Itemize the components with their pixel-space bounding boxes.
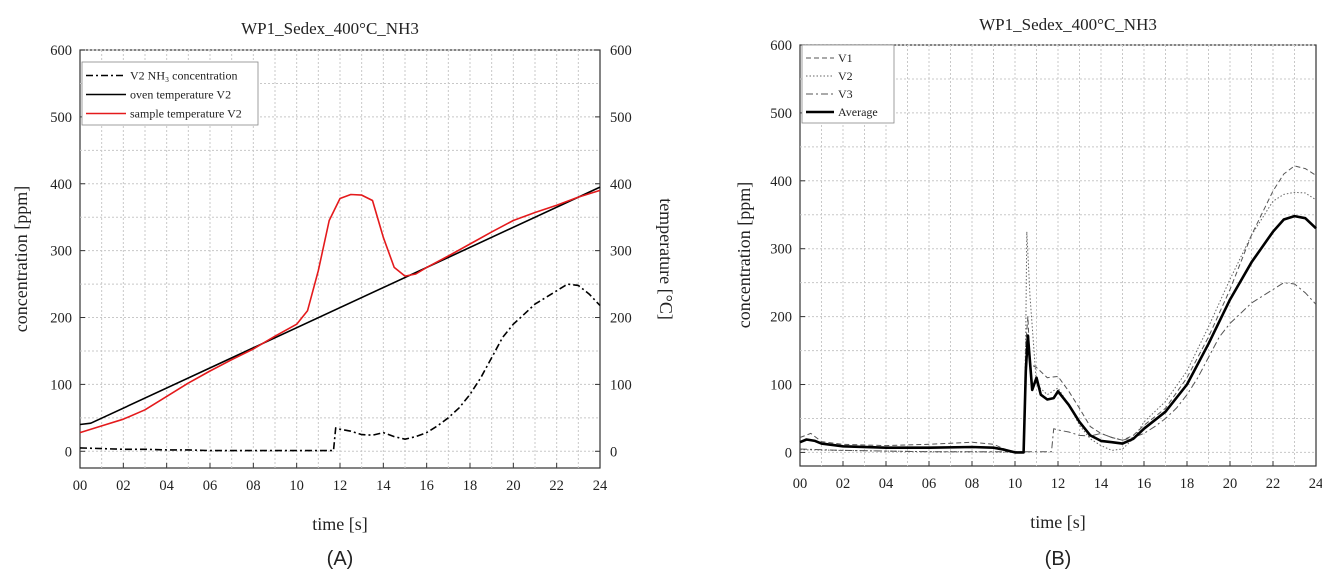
chart-a-panel-label: (A) [327, 548, 354, 570]
y-tick-label: 200 [50, 311, 72, 327]
x-tick-label: 06 [203, 478, 218, 494]
chart-b-legend: V1 V2 V3 Average [801, 44, 895, 124]
series-line-v1 [799, 165, 1317, 453]
legend-label-v1: V1 [838, 51, 853, 65]
x-tick-label: 22 [549, 478, 564, 494]
chart-a-series [79, 186, 601, 452]
x-tick-label: 00 [73, 478, 88, 494]
chart-b-x-axis-label: time [s] [1030, 512, 1086, 532]
y2-tick-label: 500 [610, 110, 632, 126]
y-tick-label: 0 [65, 444, 72, 460]
x-tick-label: 04 [159, 478, 174, 494]
x-tick-label: 02 [836, 476, 851, 492]
y-tick-label: 0 [785, 445, 792, 461]
y-tick-label: 500 [50, 110, 72, 126]
x-tick-label: 08 [246, 478, 261, 494]
x-tick-label: 12 [1051, 476, 1066, 492]
y-tick-label: 500 [770, 106, 792, 122]
chart-a-y2-axis-label: temperature [°C] [656, 198, 676, 320]
x-tick-label: 02 [116, 478, 131, 494]
chart-b-ticks: 00 02 04 06 08 10 12 14 16 18 20 22 24 0 100 200 300 400 5… [770, 38, 1322, 492]
x-tick-label: 04 [879, 476, 894, 492]
y2-tick-label: 600 [610, 43, 632, 59]
legend-label-v3: V3 [838, 87, 853, 101]
x-tick-label: 06 [922, 476, 937, 492]
y-tick-label: 100 [770, 378, 792, 394]
y-tick-label: 200 [770, 310, 792, 326]
chart-a-title: WP1_Sedex_400°C_NH3 [241, 19, 419, 38]
y2-tick-label: 400 [610, 177, 632, 193]
legend-box [81, 61, 259, 126]
chart-a-ticks: 00 02 04 06 08 10 12 14 16 18 20 22 24 0 100 200 300 400 5… [50, 43, 632, 494]
legend-label-average: Average [838, 105, 878, 119]
y2-tick-label: 300 [610, 244, 632, 260]
y-tick-label: 400 [770, 174, 792, 190]
legend-label-sample-temperature-v2: sample temperature V2 [130, 107, 242, 121]
x-tick-label: 16 [1137, 476, 1152, 492]
series-line-average [799, 214, 1317, 454]
x-tick-label: 18 [463, 478, 478, 494]
x-tick-label: 18 [1180, 476, 1195, 492]
x-tick-label: 10 [1008, 476, 1023, 492]
x-tick-label: 12 [333, 478, 348, 494]
chart-b-panel-label: (B) [1045, 548, 1072, 570]
y2-tick-label: 200 [610, 311, 632, 327]
chart-a-x-axis-label: time [s] [312, 514, 368, 534]
legend-label-oven-temperature-v2: oven temperature V2 [130, 88, 231, 102]
x-tick-label: 14 [376, 478, 391, 494]
y-tick-label: 100 [50, 377, 72, 393]
x-tick-label: 22 [1266, 476, 1281, 492]
y-tick-label: 600 [50, 43, 72, 59]
x-tick-label: 00 [793, 476, 808, 492]
legend-label-v2: V2 [838, 69, 853, 83]
series-line-v2-nh-concentration [79, 283, 601, 452]
x-tick-label: 10 [289, 478, 304, 494]
y-tick-label: 600 [770, 38, 792, 54]
y-tick-label: 400 [50, 177, 72, 193]
x-tick-label: 24 [1309, 476, 1322, 492]
y2-tick-label: 0 [610, 444, 617, 460]
chart-b-y-axis-label: concentration [ppm] [734, 182, 754, 328]
y2-tick-label: 100 [610, 377, 632, 393]
x-tick-label: 20 [1223, 476, 1238, 492]
x-tick-label: 14 [1094, 476, 1109, 492]
chart-panel-b: WP1_Sedex_400°C_NH3 00 02 04 06 08 10 12 14 16 18… [734, 15, 1322, 570]
chart-a-legend: V2 NH₃ concentration oven temperature V2 s… [81, 61, 259, 126]
x-tick-label: 20 [506, 478, 521, 494]
y-tick-label: 300 [770, 242, 792, 258]
x-tick-label: 16 [419, 478, 434, 494]
chart-a-y-axis-label: concentration [ppm] [11, 186, 31, 332]
chart-b-series [799, 165, 1317, 454]
x-tick-label: 08 [965, 476, 980, 492]
series-line-sample-temperature-v2 [79, 189, 601, 434]
chart-b-title: WP1_Sedex_400°C_NH3 [979, 15, 1157, 34]
y-tick-label: 300 [50, 244, 72, 260]
x-tick-label: 24 [593, 478, 608, 494]
legend-label-v2-nh-concentration: V2 NH₃ concentration [130, 69, 237, 83]
chart-panel-a: WP1_Sedex_400°C_NH3 00 02 04 06 08 10 12 14 16 18… [11, 19, 676, 570]
